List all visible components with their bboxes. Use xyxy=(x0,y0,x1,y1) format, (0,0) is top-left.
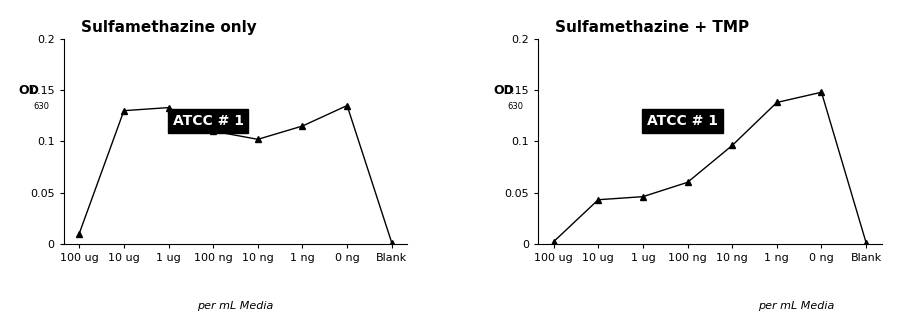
Text: per mL Media: per mL Media xyxy=(757,301,834,311)
Text: 630: 630 xyxy=(507,102,524,111)
Text: 630: 630 xyxy=(34,102,49,111)
Text: OD: OD xyxy=(19,84,40,97)
Text: Sulfamethazine + TMP: Sulfamethazine + TMP xyxy=(555,20,749,35)
Text: Sulfamethazine only: Sulfamethazine only xyxy=(81,20,256,35)
Text: per mL Media: per mL Media xyxy=(197,301,274,311)
Text: ATCC # 1: ATCC # 1 xyxy=(647,114,718,128)
Text: OD: OD xyxy=(494,84,514,97)
Text: ATCC # 1: ATCC # 1 xyxy=(173,114,244,128)
